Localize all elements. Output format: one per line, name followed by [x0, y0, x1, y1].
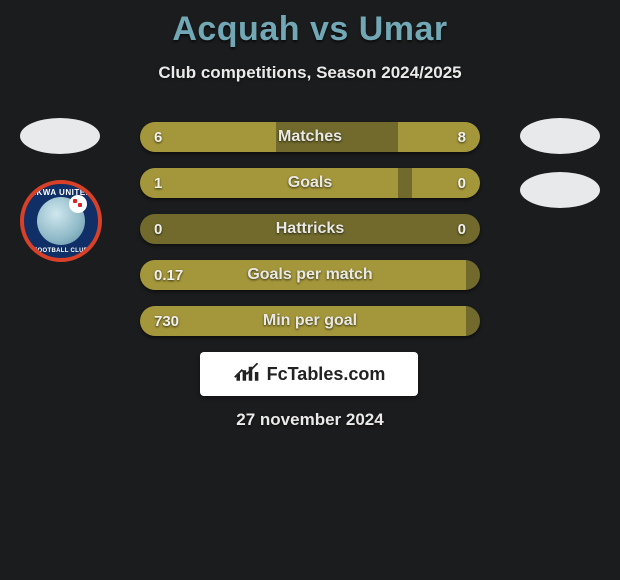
stat-label: Matches [140, 122, 480, 152]
player2-name: Umar [359, 10, 448, 48]
stat-label: Min per goal [140, 306, 480, 336]
vs-text: vs [310, 10, 349, 48]
player1-avatar-placeholder [20, 118, 100, 154]
player2-club-placeholder [520, 172, 600, 208]
player1-name: Acquah [172, 10, 300, 48]
stat-bar-row: 10Goals [140, 168, 480, 198]
stats-bar-chart: 68Matches 10Goals 00Hattricks 0.17Goals per… [140, 122, 480, 352]
stat-label: Hattricks [140, 214, 480, 244]
player1-club-badge: AKWA UNITED FOOTBALL CLUB [20, 180, 102, 262]
club-badge-ball-icon [69, 195, 87, 213]
club-badge-bottom-text: FOOTBALL CLUB [34, 248, 89, 254]
stat-bar-row: 0.17Goals per match [140, 260, 480, 290]
date-text: 27 november 2024 [0, 410, 620, 430]
stat-label: Goals per match [140, 260, 480, 290]
bar-chart-icon [233, 361, 261, 388]
stat-bar-row: 68Matches [140, 122, 480, 152]
stat-bar-row: 730Min per goal [140, 306, 480, 336]
club-badge-inner [37, 197, 85, 245]
player2-avatar-placeholder [520, 118, 600, 154]
subtitle: Club competitions, Season 2024/2025 [0, 63, 620, 83]
page-title: Acquah vs Umar [0, 0, 620, 49]
stat-bar-row: 00Hattricks [140, 214, 480, 244]
branding-box: FcTables.com [200, 352, 418, 396]
stat-label: Goals [140, 168, 480, 198]
branding-text: FcTables.com [267, 364, 386, 385]
